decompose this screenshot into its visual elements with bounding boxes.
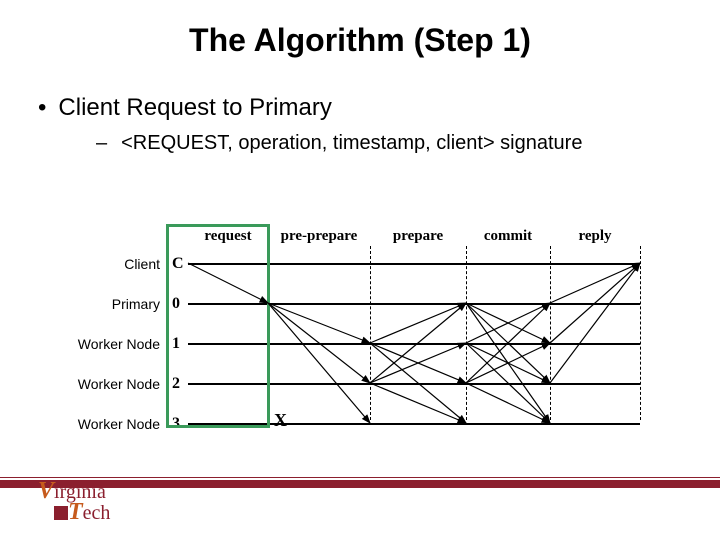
- shield-icon: [54, 506, 68, 520]
- bullet-level1: Client Request to Primary: [38, 94, 720, 122]
- bullet1-text: Client Request to Primary: [58, 94, 331, 122]
- bullet-list: Client Request to Primary <REQUEST, oper…: [0, 59, 720, 155]
- vt-logo: Virginia Tech: [38, 481, 110, 522]
- logo-ech: ech: [83, 502, 111, 524]
- bullet2-text: <REQUEST, operation, timestamp, client> …: [121, 132, 582, 155]
- logo-v: V: [38, 478, 54, 504]
- logo-t: T: [68, 499, 83, 525]
- bullet-level2: <REQUEST, operation, timestamp, client> …: [38, 122, 720, 155]
- protocol-diagram: requestpre-preparepreparecommitreplyClie…: [40, 208, 680, 468]
- footer-thin-bar: [0, 477, 720, 479]
- page-title: The Algorithm (Step 1): [0, 0, 720, 59]
- message-arrows: [40, 208, 680, 468]
